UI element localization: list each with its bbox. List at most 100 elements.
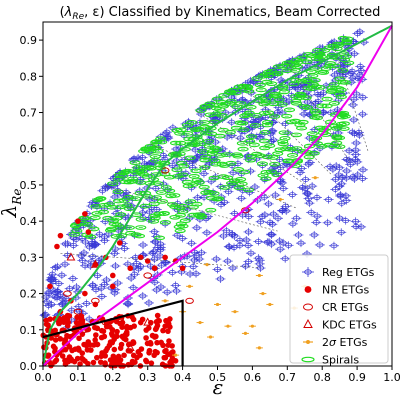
data-point-reg xyxy=(162,288,173,297)
data-point-spiral xyxy=(165,193,177,199)
legend-label: 2σ ETGs xyxy=(322,336,368,349)
data-point-reg xyxy=(229,231,240,240)
data-point-two-sigma xyxy=(186,284,194,288)
data-point-reg xyxy=(99,236,110,245)
data-point-nr xyxy=(93,332,99,338)
data-point-nr xyxy=(75,218,81,224)
data-point-reg xyxy=(52,287,63,296)
data-point-spiral xyxy=(300,95,312,101)
data-point-spiral xyxy=(156,199,168,204)
data-point-nr xyxy=(143,335,149,341)
data-point-reg xyxy=(109,288,120,297)
data-point-spiral xyxy=(184,155,196,161)
data-point-reg xyxy=(189,255,200,264)
data-point-reg xyxy=(229,209,240,218)
legend-item: NR ETGs xyxy=(304,284,370,297)
data-point-spiral xyxy=(139,203,151,209)
data-point-reg xyxy=(351,139,362,148)
data-point-cr xyxy=(63,290,72,297)
data-point-nr xyxy=(149,332,156,339)
data-point-spiral xyxy=(130,232,142,237)
data-point-spiral xyxy=(89,215,101,221)
data-point-kdc xyxy=(66,252,76,261)
data-point-spiral xyxy=(249,123,261,128)
data-point-reg xyxy=(201,228,212,237)
data-point-nr xyxy=(127,265,134,272)
data-point-spiral xyxy=(129,160,141,166)
legend-label: CR ETGs xyxy=(322,301,369,314)
curve-edge-on xyxy=(42,24,393,367)
data-point-spiral xyxy=(197,149,209,154)
data-point-spiral xyxy=(141,174,153,179)
data-point-nr xyxy=(52,358,58,365)
data-point-spiral xyxy=(188,173,200,179)
data-point-reg xyxy=(354,27,365,36)
data-point-reg xyxy=(330,175,341,184)
data-point-spiral xyxy=(207,102,219,108)
data-point-reg xyxy=(52,287,63,296)
axes: 0.0 0.1 0.2 0.3 0.4 0.5 0.6 0.7 0.8 0.9 1.0 0.0 0.1 0… xyxy=(20,21,401,384)
data-point-reg xyxy=(224,242,235,251)
data-point-two-sigma xyxy=(224,324,232,328)
legend-item: 2σ ETGs xyxy=(303,336,368,349)
data-point-spiral xyxy=(115,204,127,210)
data-point-nr xyxy=(165,328,171,335)
data-point-spiral xyxy=(191,201,203,207)
data-point-spiral xyxy=(310,110,322,116)
data-point-spiral xyxy=(182,131,194,136)
data-point-reg xyxy=(186,239,197,248)
data-point-spiral xyxy=(111,215,123,221)
data-point-spiral xyxy=(149,154,161,159)
data-point-reg xyxy=(149,255,160,264)
data-point-reg xyxy=(212,265,223,274)
data-point-nr xyxy=(92,337,98,343)
data-point-spiral xyxy=(331,134,343,139)
data-point-spiral xyxy=(245,134,258,139)
data-point-reg xyxy=(59,260,70,269)
x-tick-label: 0.6 xyxy=(244,371,262,384)
data-point-nr xyxy=(45,352,52,358)
data-point-nr xyxy=(110,283,116,290)
data-point-cr xyxy=(73,308,83,315)
data-point-nr xyxy=(153,325,160,331)
data-point-spiral xyxy=(208,175,220,181)
data-point-reg xyxy=(350,217,361,226)
data-point-nr xyxy=(92,301,99,308)
data-point-nr xyxy=(144,258,151,264)
data-point-reg xyxy=(309,230,320,239)
data-point-spiral xyxy=(282,158,294,164)
data-point-spiral xyxy=(140,147,152,152)
data-point-nr xyxy=(179,265,186,272)
data-point-nr xyxy=(123,329,130,336)
data-point-spiral xyxy=(263,110,275,116)
data-point-cr xyxy=(185,297,194,304)
legend-item: CR ETGs xyxy=(303,301,369,314)
data-point-spiral xyxy=(283,107,296,113)
data-point-spiral xyxy=(155,190,168,195)
data-point-nr xyxy=(119,324,125,330)
data-point-spiral xyxy=(309,114,321,120)
data-point-nr xyxy=(160,327,166,334)
data-point-spiral xyxy=(321,103,333,109)
y-tick-label: 0.7 xyxy=(20,107,38,120)
data-point-reg xyxy=(171,287,182,296)
data-point-nr xyxy=(76,335,82,342)
data-point-spiral xyxy=(113,176,125,182)
data-point-reg xyxy=(241,235,252,244)
data-point-spiral xyxy=(135,225,147,230)
data-point-kdc xyxy=(125,342,135,351)
data-point-nr xyxy=(114,357,120,363)
series-spirals xyxy=(68,35,355,241)
data-point-reg xyxy=(43,301,54,310)
data-point-reg xyxy=(149,278,160,287)
data-point-reg xyxy=(245,167,256,176)
reference-line xyxy=(196,111,314,191)
data-point-spiral xyxy=(135,217,147,222)
data-point-reg xyxy=(167,268,178,277)
data-point-nr xyxy=(57,336,64,342)
data-point-reg xyxy=(340,191,351,200)
data-point-reg xyxy=(259,193,270,202)
data-point-reg xyxy=(347,128,358,137)
legend-label: NR ETGs xyxy=(322,284,370,297)
